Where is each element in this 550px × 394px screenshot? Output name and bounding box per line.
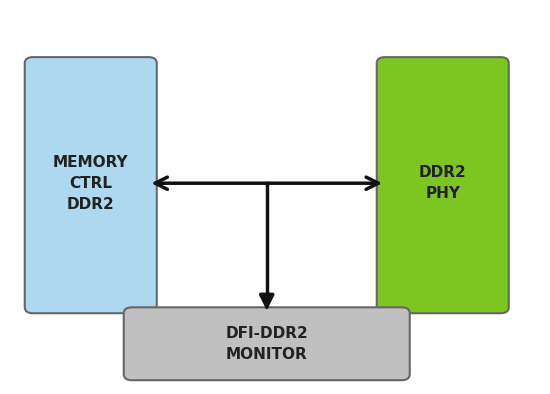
Text: MEMORY
CTRL
DDR2: MEMORY CTRL DDR2 [53,155,129,212]
FancyBboxPatch shape [124,307,410,380]
FancyBboxPatch shape [377,57,509,313]
FancyBboxPatch shape [25,57,157,313]
Text: DDR2
PHY: DDR2 PHY [419,165,466,201]
Text: DFI-DDR2
MONITOR: DFI-DDR2 MONITOR [226,325,308,362]
